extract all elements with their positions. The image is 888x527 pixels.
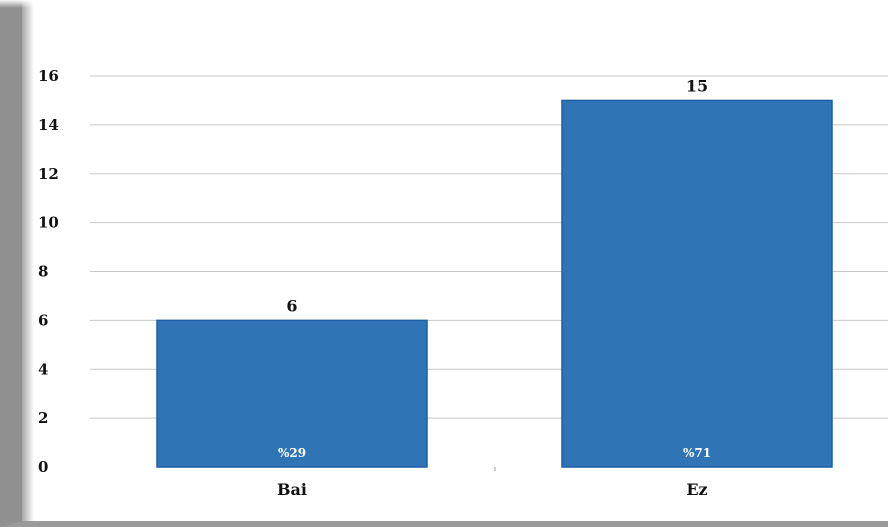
bar-ez bbox=[561, 99, 833, 468]
data-label-value: 15 bbox=[686, 76, 708, 95]
x-category-label: Bai bbox=[277, 480, 307, 499]
x-axis-categories: Bai Ez bbox=[277, 480, 708, 499]
y-tick-label: 12 bbox=[38, 165, 59, 183]
y-tick-label: 2 bbox=[38, 409, 48, 427]
data-label-percent: %71 bbox=[683, 446, 711, 460]
bar-bai bbox=[156, 319, 428, 468]
data-labels: 6 %29 15 %71 bbox=[278, 76, 711, 460]
y-tick-label: 16 bbox=[38, 67, 59, 85]
y-tick-label: 6 bbox=[38, 311, 48, 329]
data-label-value: 6 bbox=[286, 296, 297, 315]
y-tick-label: 10 bbox=[38, 214, 59, 232]
y-tick-label: 14 bbox=[38, 116, 59, 134]
y-tick-label: 4 bbox=[38, 360, 48, 378]
data-label-percent: %29 bbox=[278, 446, 306, 460]
y-tick-label: 0 bbox=[38, 458, 48, 476]
y-tick-label: 8 bbox=[38, 263, 48, 281]
y-axis-ticks: 0 2 4 6 8 10 12 14 16 bbox=[38, 67, 59, 476]
bars bbox=[156, 99, 833, 468]
x-category-label: Ez bbox=[686, 480, 707, 499]
